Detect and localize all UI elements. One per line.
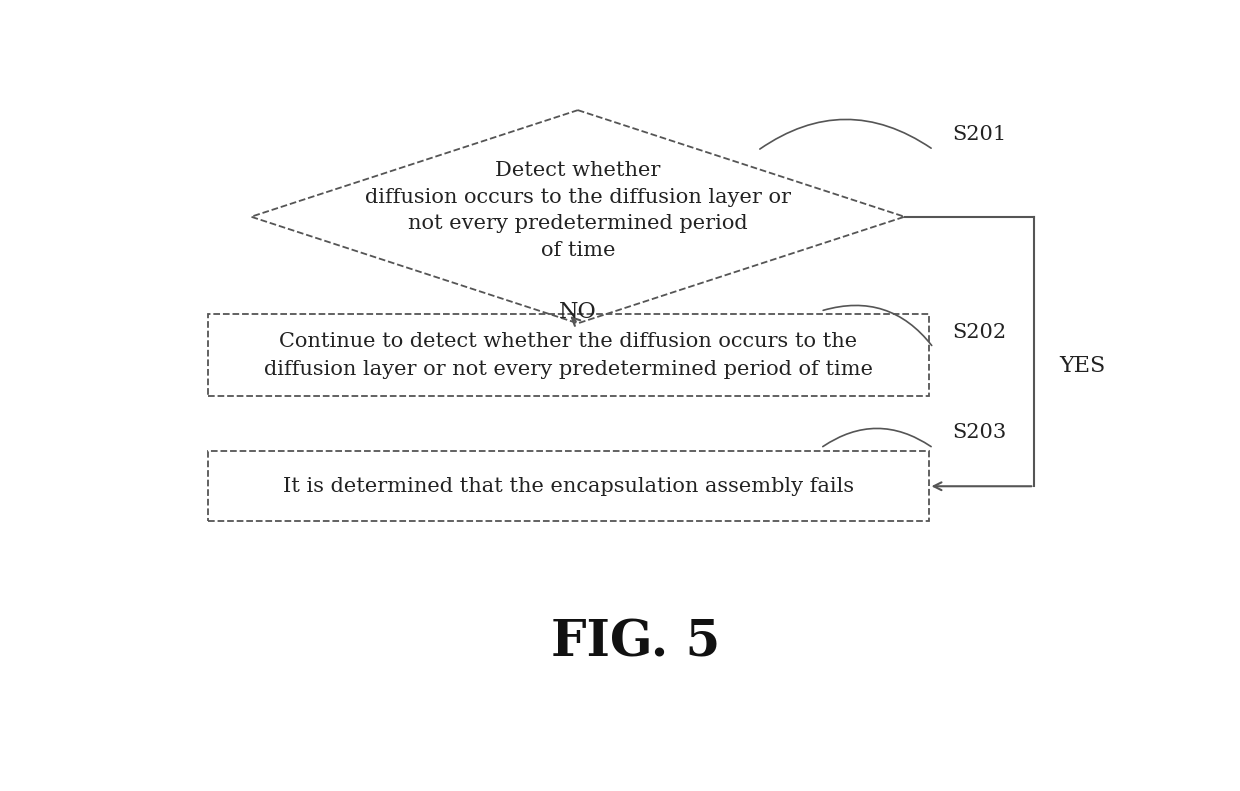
Text: S202: S202 xyxy=(952,323,1007,342)
Text: FIG. 5: FIG. 5 xyxy=(551,619,720,668)
Text: It is determined that the encapsulation assembly fails: It is determined that the encapsulation … xyxy=(283,477,854,496)
Text: NO: NO xyxy=(559,301,596,324)
Text: Continue to detect whether the diffusion occurs to the
diffusion layer or not ev: Continue to detect whether the diffusion… xyxy=(264,331,873,379)
Text: Detect whether
diffusion occurs to the diffusion layer or
not every predetermine: Detect whether diffusion occurs to the d… xyxy=(365,161,791,260)
Text: YES: YES xyxy=(1059,355,1106,377)
Text: S201: S201 xyxy=(952,125,1007,144)
Text: S203: S203 xyxy=(952,423,1007,442)
